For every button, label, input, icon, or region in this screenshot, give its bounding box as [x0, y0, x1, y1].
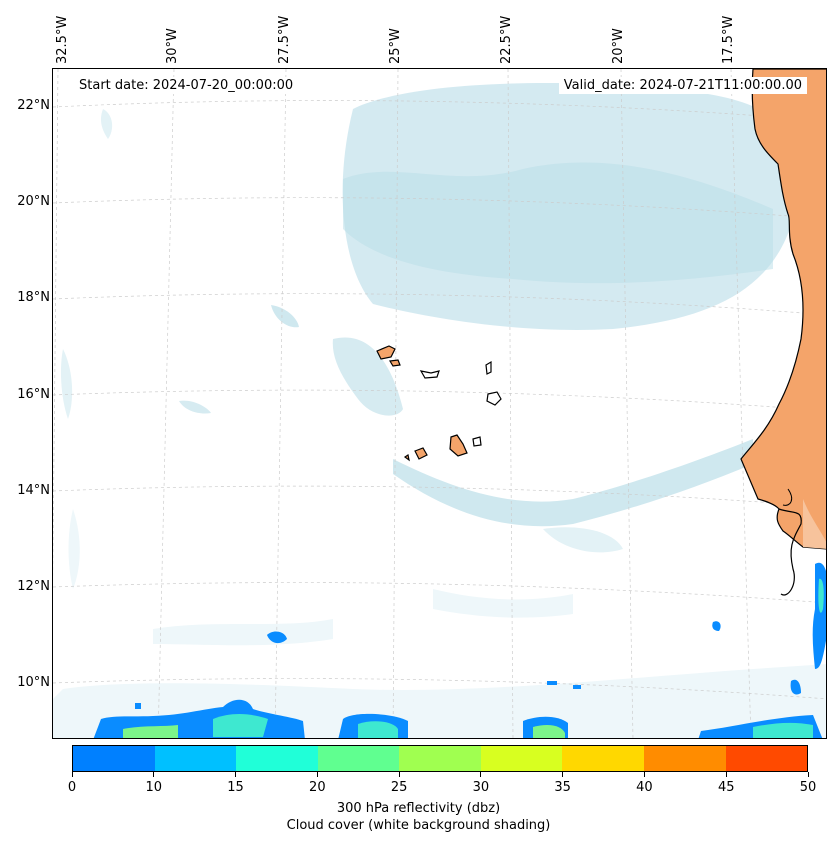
lon-label-32-5w: 32.5°W	[55, 15, 70, 64]
graticule	[53, 69, 826, 738]
colorbar-tick-label: 10	[145, 780, 163, 795]
island-fogo	[414, 447, 428, 460]
island-brava	[403, 454, 410, 462]
colorbar-segment	[643, 746, 726, 771]
colorbar-tick	[562, 772, 564, 777]
map-panel	[52, 68, 827, 739]
colorbar-tick-label: 45	[717, 780, 735, 795]
colorbar-segment	[725, 746, 808, 771]
island-sal	[485, 360, 492, 375]
colorbar-tick	[480, 772, 482, 777]
island-boa-vista	[486, 391, 502, 406]
lat-label-20n: 20°N	[17, 194, 50, 209]
colorbar-tick	[398, 772, 400, 777]
island-santo-antao	[376, 345, 396, 360]
colorbar-tick-label: 30	[472, 780, 490, 795]
colorbar-tick-label: 40	[636, 780, 653, 795]
valid-date-label: Valid_date: 2024-07-21T11:00:00.00	[558, 77, 807, 94]
lon-label-25w: 25°W	[388, 28, 403, 64]
lat-label-22n: 22°N	[17, 98, 50, 113]
colorbar-tick	[725, 772, 727, 777]
island-santiago	[449, 434, 468, 457]
lat-label-10n: 10°N	[17, 675, 50, 690]
start-date-label: Start date: 2024-07-20_00:00:00	[74, 77, 299, 94]
colorbar-tick-label: 35	[554, 780, 571, 795]
island-sao-vicente	[389, 359, 401, 367]
lat-label-18n: 18°N	[17, 290, 50, 305]
colorbar-segment	[399, 746, 481, 771]
colorbar-tick	[153, 772, 155, 777]
lon-label-27-5w: 27.5°W	[277, 15, 292, 64]
colorbar-tick	[71, 772, 73, 777]
map-canvas	[53, 69, 826, 738]
island-sao-nicolau	[419, 370, 440, 379]
colorbar-segment	[73, 746, 155, 771]
colorbar-tick-label: 20	[309, 780, 326, 795]
colorbar-segment	[236, 746, 318, 771]
cape-verde-islands	[376, 345, 502, 462]
lon-label-17-5w: 17.5°W	[721, 15, 736, 64]
lat-label-16n: 16°N	[17, 387, 50, 402]
colorbar-tick	[316, 772, 318, 777]
colorbar-tick	[235, 772, 237, 777]
colorbar-segment	[480, 746, 563, 771]
cloud-cover-shading	[53, 83, 826, 738]
island-maio	[472, 436, 482, 447]
colorbar-tick-label: 50	[799, 780, 817, 795]
colorbar-sublabel: Cloud cover (white background shading)	[286, 818, 551, 833]
colorbar-segment	[562, 746, 644, 771]
reflectivity-patches	[93, 562, 826, 738]
colorbar-tick	[807, 772, 809, 777]
colorbar-segment	[154, 746, 237, 771]
lat-label-14n: 14°N	[17, 483, 50, 498]
colorbar-segment	[317, 746, 400, 771]
colorbar-label: 300 hPa reflectivity (dbz)	[336, 801, 501, 816]
lon-label-22-5w: 22.5°W	[499, 15, 514, 64]
colorbar-tick-label: 25	[390, 780, 408, 795]
colorbar-tick-label: 0	[67, 780, 77, 795]
africa-landmass	[740, 69, 826, 596]
lat-label-12n: 12°N	[17, 579, 50, 594]
colorbar-tick-label: 15	[227, 780, 244, 795]
lon-label-20w: 20°W	[611, 28, 626, 64]
reflectivity-colorbar	[72, 745, 808, 772]
colorbar-tick	[643, 772, 645, 777]
lon-label-30w: 30°W	[165, 28, 180, 64]
